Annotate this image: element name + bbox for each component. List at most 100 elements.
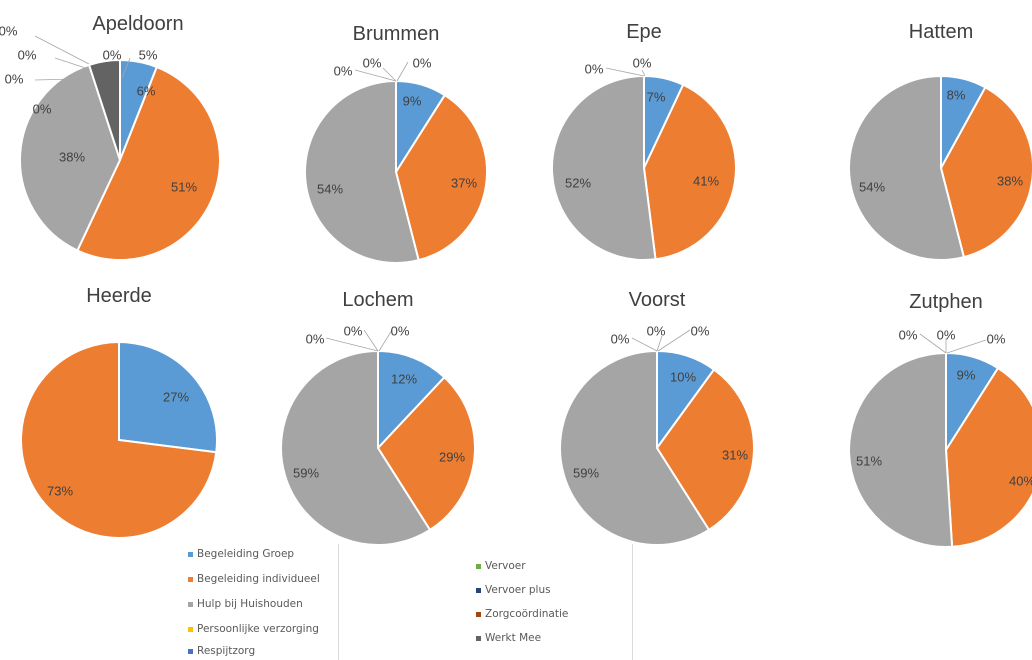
chart-title-heerde: Heerde: [86, 285, 152, 307]
pie-chart-zutphen: Zutphen 9% 40% 51% 0% 0% 0%: [848, 291, 1032, 548]
data-label-apeldoorn-begeleiding-groep: 6%: [137, 83, 156, 98]
data-label-brummen-vervoer: 0%: [413, 55, 432, 70]
legend-swatch-persoonlijke-verzorging: [188, 626, 193, 632]
legend-label-hulp-bij-huishouden: Hulp bij Huishouden: [197, 598, 303, 610]
leader-line-brummen-persoonlijke-verzorging: [354, 69, 397, 82]
data-label-lochem-begeleiding-groep: 12%: [391, 371, 417, 386]
legend-item-begeleiding-groep: Begeleiding Groep: [188, 548, 294, 560]
data-label-epe-respijtzorg: 0%: [633, 55, 652, 70]
chart-title-zutphen: Zutphen: [909, 291, 982, 313]
legend-item-vervoer: Vervoer: [476, 560, 526, 572]
leader-line-voorst-respijtzorg: [656, 335, 663, 352]
data-label-apeldoorn-begeleiding-individueel: 51%: [171, 179, 197, 194]
data-label-epe-begeleiding-groep: 7%: [647, 89, 666, 104]
leader-line-lochem-vervoer: [378, 329, 393, 352]
data-label-voorst-begeleiding-groep: 10%: [670, 369, 696, 384]
legend-swatch-begeleiding-individueel: [188, 576, 193, 582]
legend-label-werkt-mee: Werkt Mee: [485, 632, 542, 644]
legend-label-persoonlijke-verzorging: Persoonlijke verzorging: [197, 623, 319, 635]
chart-title-brummen: Brummen: [353, 23, 440, 45]
data-label-heerde-begeleiding-individueel: 73%: [47, 483, 73, 498]
pie-slice-zutphen-begeleiding-individueel: [944, 366, 1032, 548]
chart-title-voorst: Voorst: [629, 289, 686, 311]
data-label-brummen-respijtzorg: 0%: [363, 55, 382, 70]
leader-line-lochem-respijtzorg: [363, 329, 379, 352]
leader-line-voorst-persoonlijke-verzorging: [631, 337, 658, 352]
leader-line-zutphen-persoonlijke-verzorging: [919, 333, 947, 354]
pie-chart-voorst: Voorst 10% 31% 59% 0% 0% 0%: [559, 289, 755, 546]
legend-swatch-vervoer-plus: [476, 587, 481, 593]
pie-chart-brummen: Brummen 9% 37% 54% 0% 0% 0%: [303, 23, 488, 264]
pie-slice-epe-hulp-bij-huishouden: [550, 74, 657, 261]
legend-item-hulp-bij-huishouden: Hulp bij Huishouden: [188, 598, 303, 610]
legend-swatch-zorgcoordinatie: [476, 611, 481, 617]
pie-slice-brummen-begeleiding-individueel: [394, 93, 488, 262]
data-label-apeldoorn-hulp-bij-huishouden: 38%: [59, 149, 85, 164]
pie-chart-hattem: Hattem 8% 38% 54%: [848, 21, 1032, 261]
data-label-zutphen-begeleiding-individueel: 40%: [1009, 473, 1032, 488]
legend-item-vervoer-plus: Vervoer plus: [476, 584, 551, 596]
pie-slice-zutphen-hulp-bij-huishouden: [848, 351, 954, 548]
legend-swatch-hulp-bij-huishouden: [188, 601, 193, 607]
data-label-brummen-begeleiding-individueel: 37%: [451, 175, 477, 190]
data-label-epe-hulp-bij-huishouden: 52%: [565, 175, 591, 190]
data-label-hattem-hulp-bij-huishouden: 54%: [859, 179, 885, 194]
pie-slice-voorst-begeleiding-individueel: [655, 368, 755, 532]
data-label-brummen-hulp-bij-huishouden: 54%: [317, 181, 343, 196]
data-label-lochem-vervoer: 0%: [391, 323, 410, 338]
legend-label-vervoer: Vervoer: [485, 560, 526, 572]
pie-slice-heerde-begeleiding-groep: [118, 340, 218, 454]
pie-chart-epe: Epe 7% 41% 52% 0% 0%: [550, 21, 737, 261]
data-label-voorst-begeleiding-individueel: 31%: [722, 447, 748, 462]
data-label-zutphen-respijtzorg: 0%: [937, 327, 956, 342]
pie-slice-apeldoorn-werkt-mee: [87, 58, 121, 161]
data-label-apeldoorn-werkt-mee: 5%: [139, 47, 158, 62]
leader-line-brummen-vervoer: [396, 61, 409, 82]
pie-slice-voorst-hulp-bij-huishouden: [559, 349, 711, 546]
data-label-hattem-begeleiding-individueel: 38%: [997, 173, 1023, 188]
data-label-lochem-persoonlijke-verzorging: 0%: [306, 331, 325, 346]
data-label-lochem-respijtzorg: 0%: [344, 323, 363, 338]
chart-title-apeldoorn: Apeldoorn: [92, 13, 183, 35]
data-label-apeldoorn-vervoer-plus: 0%: [33, 101, 52, 116]
data-label-zutphen-hulp-bij-huishouden: 51%: [856, 453, 882, 468]
data-label-apeldoorn-respijtzorg: 0%: [18, 47, 37, 62]
chart-title-epe: Epe: [626, 21, 662, 43]
legend-swatch-begeleiding-groep: [188, 551, 193, 557]
data-label-voorst-vervoer: 0%: [691, 323, 710, 338]
data-label-voorst-hulp-bij-huishouden: 59%: [573, 465, 599, 480]
legend-swatch-vervoer: [476, 563, 481, 569]
data-label-zutphen-vervoer: 0%: [987, 331, 1006, 346]
leader-line-epe-persoonlijke-verzorging: [605, 67, 645, 77]
legend-item-respijtzorg: Respijtzorg: [188, 645, 255, 657]
data-label-apeldoorn-vervoer: 0%: [5, 71, 24, 86]
legend-divider-mid: [632, 544, 633, 660]
pie-slice-heerde-begeleiding-individueel: [20, 340, 218, 539]
data-label-epe-begeleiding-individueel: 41%: [693, 173, 719, 188]
pie-slice-epe-begeleiding-individueel: [642, 83, 737, 261]
legend-label-begeleiding-individueel: Begeleiding individueel: [197, 573, 320, 585]
data-label-zutphen-begeleiding-groep: 9%: [957, 367, 976, 382]
leader-line-zutphen-vervoer: [946, 339, 987, 354]
data-label-brummen-persoonlijke-verzorging: 0%: [334, 63, 353, 78]
leader-line-apeldoorn-werkt-mee: [121, 57, 131, 79]
legend-item-werkt-mee: Werkt Mee: [476, 632, 541, 644]
legend-item-zorgcoordinatie: Zorgcoördinatie: [476, 608, 568, 620]
data-label-hattem-begeleiding-groep: 8%: [947, 87, 966, 102]
pie-slice-lochem-hulp-bij-huishouden: [280, 349, 432, 546]
legend-label-zorgcoordinatie: Zorgcoördinatie: [485, 608, 569, 620]
pie-slice-brummen-hulp-bij-huishouden: [303, 79, 420, 264]
data-label-lochem-begeleiding-individueel: 29%: [439, 449, 465, 464]
data-label-voorst-respijtzorg: 0%: [647, 323, 666, 338]
leader-line-brummen-respijtzorg: [382, 67, 397, 82]
legend-label-begeleiding-groep: Begeleiding Groep: [197, 548, 295, 560]
leader-line-epe-respijtzorg: [641, 69, 646, 77]
legend-item-persoonlijke-verzorging: Persoonlijke verzorging: [188, 623, 319, 635]
chart-title-lochem: Lochem: [342, 289, 413, 311]
pie-slice-apeldoorn-begeleiding-individueel: [76, 65, 221, 261]
pie-chart-lochem: Lochem 12% 29% 59% 0% 0% 0%: [280, 289, 476, 546]
legend-swatch-respijtzorg: [188, 648, 193, 654]
